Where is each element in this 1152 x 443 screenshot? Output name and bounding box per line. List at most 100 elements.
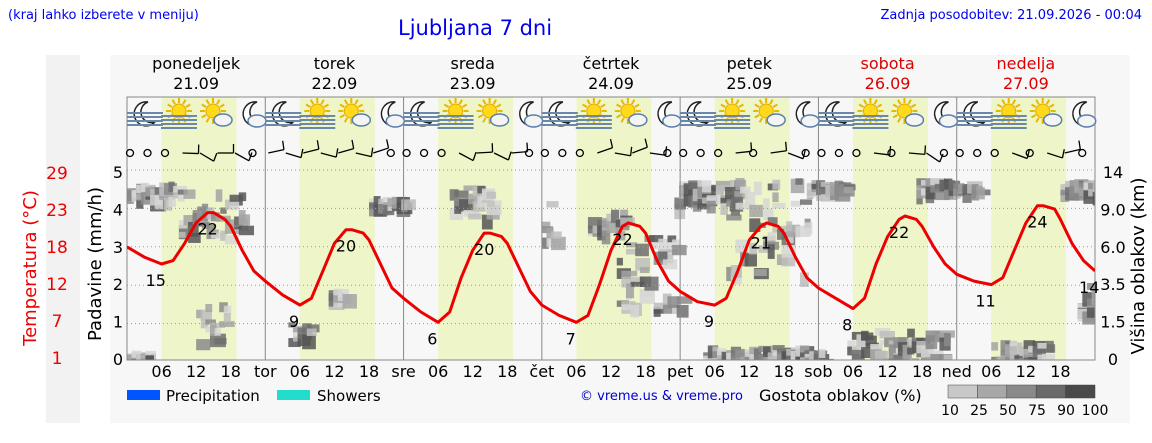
cloud-cell [615, 231, 626, 241]
sun-disc [586, 103, 602, 119]
day-abbr: ned [942, 362, 972, 381]
cloud-cell [911, 358, 920, 360]
cloud-icon [247, 114, 267, 128]
hour-tick: 12 [739, 362, 759, 381]
cloud-icon [1042, 113, 1063, 127]
day-name: četrtek [583, 54, 641, 73]
cloud-cell [1014, 358, 1023, 360]
cloud-cell [672, 307, 681, 314]
day-name: sreda [451, 54, 495, 73]
calm-wind-icon [973, 148, 982, 158]
cloud-height-tick: 0 [1108, 350, 1118, 369]
day-abbr: tor [254, 362, 277, 381]
cloud-cell [306, 324, 320, 333]
sun-ray [720, 103, 726, 108]
cloud-cell [715, 185, 725, 195]
cloud-cell [697, 186, 714, 199]
wind-barb-icon [285, 152, 302, 159]
location-hint[interactable]: (kraj lahko izberete v meniju) [8, 8, 199, 23]
cloud-cell [463, 209, 480, 217]
sun-ray [492, 99, 497, 105]
wind-barb-flag [924, 145, 927, 155]
cloud-cell [337, 289, 349, 298]
cloud-cell [991, 342, 999, 351]
day-abbr: pet [667, 362, 693, 381]
cloud-height-tick: 14 [1103, 163, 1123, 182]
cloud-cell [870, 343, 883, 350]
cloud-cell [131, 357, 139, 360]
cloud-cell [735, 202, 751, 210]
sun-disc [482, 103, 498, 119]
temperature-label: 22 [197, 220, 217, 239]
day-name: ponedeljek [152, 54, 241, 73]
cloud-cell [767, 217, 778, 226]
cloud-cell [297, 327, 313, 340]
cloud-cell [653, 308, 665, 314]
copyright[interactable]: © vreme.us & vreme.pro [580, 389, 743, 404]
calm-wind-icon [955, 148, 964, 158]
sun-ray [910, 103, 917, 108]
cloud-cell [749, 204, 763, 218]
cloud-cell [616, 257, 623, 266]
showers-swatch [277, 390, 310, 400]
wind-barb-icon [597, 147, 613, 154]
calm-wind-icon [125, 148, 135, 158]
cloud-cell [215, 189, 223, 202]
cloud-cell [1091, 291, 1095, 306]
cloud-cell [546, 201, 559, 208]
calm-wind-icon [939, 148, 949, 158]
cloud-cell [734, 191, 748, 200]
cloud-icon [628, 113, 648, 127]
cloud-cell [178, 232, 186, 238]
wind-barb-icon [873, 152, 890, 156]
cloud-cell [214, 337, 227, 345]
cloud-icon [489, 113, 510, 127]
cloud-cell [944, 333, 951, 347]
wind-barb-flag [472, 152, 477, 161]
cloud-cell [238, 225, 255, 236]
day-name: torek [314, 54, 356, 73]
cloud-cell [888, 344, 896, 360]
sun-icon [719, 98, 746, 124]
cloud-cell [288, 322, 296, 328]
wind-barb-icon [476, 151, 493, 154]
cloud-cell [706, 195, 722, 205]
sun-ray [630, 99, 636, 105]
cloud-cell [1069, 185, 1077, 199]
cloud-cell [749, 218, 761, 232]
temperature-label: 20 [336, 237, 356, 256]
cloud-cell [173, 185, 188, 193]
calm-wind-icon [696, 148, 705, 158]
cloud-cell [1046, 344, 1056, 353]
cloud-cell [753, 348, 762, 360]
cloud-cell [962, 189, 972, 203]
calm-wind-icon [402, 148, 411, 158]
temp-tick: 7 [52, 312, 63, 332]
showers-legend: Showers [317, 387, 381, 405]
day-abbr: sre [391, 362, 415, 381]
cloud-cell [753, 181, 762, 196]
sun-ray [616, 103, 622, 108]
calm-wind-icon [801, 148, 810, 158]
cloud-cell [1091, 287, 1095, 293]
cloud-height-tick: 1.5 [1100, 313, 1125, 332]
wind-barb-icon [908, 152, 925, 156]
cloud-cell [597, 225, 606, 241]
cloud-cell [219, 302, 228, 313]
cloud-cell [220, 230, 227, 241]
day-date: 22.09 [312, 74, 358, 93]
cloud-cell [799, 355, 809, 360]
sun-disc [620, 103, 636, 119]
precipitation-legend: Precipitation [166, 387, 260, 405]
sun-disc [758, 103, 774, 119]
day-name: sobota [860, 54, 914, 73]
wind-barb-flag [802, 149, 806, 159]
wind-barb-icon [268, 149, 285, 154]
cloud-cell [639, 267, 650, 274]
cloud-cell [920, 345, 934, 358]
sun-ray [495, 103, 502, 108]
cloud-cell [653, 302, 668, 310]
cloud-cell [342, 294, 357, 309]
cloud-cell [944, 178, 953, 190]
cloud-cell [1092, 191, 1095, 206]
